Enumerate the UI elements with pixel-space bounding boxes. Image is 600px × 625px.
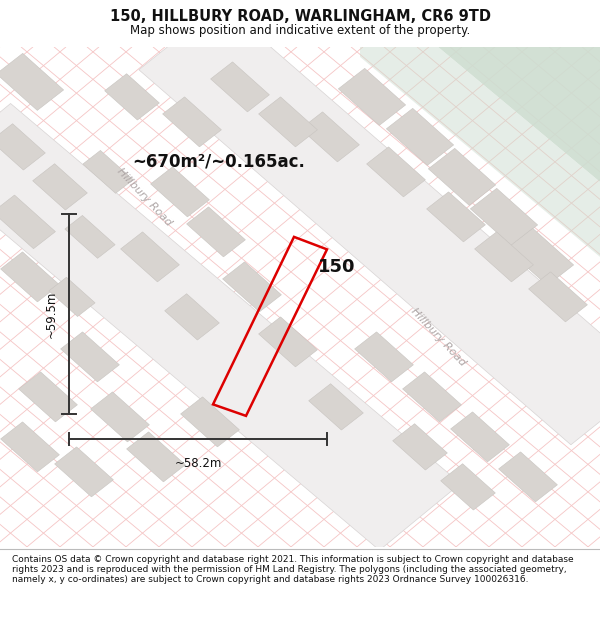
Polygon shape (499, 452, 557, 502)
Text: ~58.2m: ~58.2m (175, 457, 221, 470)
Text: Contains OS data © Crown copyright and database right 2021. This information is : Contains OS data © Crown copyright and d… (12, 555, 574, 584)
Polygon shape (506, 228, 574, 286)
Polygon shape (0, 53, 64, 111)
Text: Hillbury Road: Hillbury Road (409, 306, 467, 368)
Text: 150: 150 (318, 258, 355, 276)
Polygon shape (139, 4, 600, 445)
Polygon shape (104, 74, 160, 120)
Polygon shape (355, 332, 413, 382)
Polygon shape (0, 104, 461, 550)
Polygon shape (259, 317, 317, 367)
Polygon shape (164, 294, 220, 340)
Polygon shape (223, 262, 281, 312)
Polygon shape (55, 447, 113, 497)
Polygon shape (181, 397, 239, 447)
Polygon shape (163, 97, 221, 147)
Polygon shape (187, 207, 245, 257)
Polygon shape (211, 62, 269, 112)
Polygon shape (440, 464, 496, 510)
Polygon shape (338, 68, 406, 126)
Polygon shape (438, 47, 600, 182)
Polygon shape (427, 192, 485, 242)
Text: 150, HILLBURY ROAD, WARLINGHAM, CR6 9TD: 150, HILLBURY ROAD, WARLINGHAM, CR6 9TD (110, 9, 491, 24)
Polygon shape (301, 112, 359, 162)
Polygon shape (1, 422, 59, 472)
Polygon shape (0, 124, 46, 170)
Polygon shape (83, 151, 133, 193)
Polygon shape (0, 195, 55, 249)
Polygon shape (386, 108, 454, 166)
Polygon shape (32, 164, 88, 210)
Polygon shape (19, 372, 77, 422)
Polygon shape (49, 278, 95, 316)
Polygon shape (259, 97, 317, 147)
Text: Map shows position and indicative extent of the property.: Map shows position and indicative extent… (130, 24, 470, 36)
Polygon shape (367, 147, 425, 197)
Text: Hillbury Road: Hillbury Road (115, 166, 173, 228)
Polygon shape (451, 412, 509, 462)
Polygon shape (61, 332, 119, 382)
Polygon shape (127, 432, 185, 482)
Polygon shape (65, 216, 115, 258)
Text: ~59.5m: ~59.5m (44, 291, 58, 338)
Polygon shape (1, 252, 59, 302)
Polygon shape (428, 148, 496, 206)
Polygon shape (121, 232, 179, 282)
Polygon shape (529, 272, 587, 322)
Text: ~670m²/~0.165ac.: ~670m²/~0.165ac. (132, 153, 305, 171)
Polygon shape (470, 188, 538, 246)
Polygon shape (475, 232, 533, 282)
Polygon shape (360, 47, 600, 257)
Polygon shape (308, 384, 364, 430)
Polygon shape (151, 167, 209, 217)
Polygon shape (403, 372, 461, 422)
Polygon shape (392, 424, 448, 470)
Polygon shape (91, 392, 149, 442)
